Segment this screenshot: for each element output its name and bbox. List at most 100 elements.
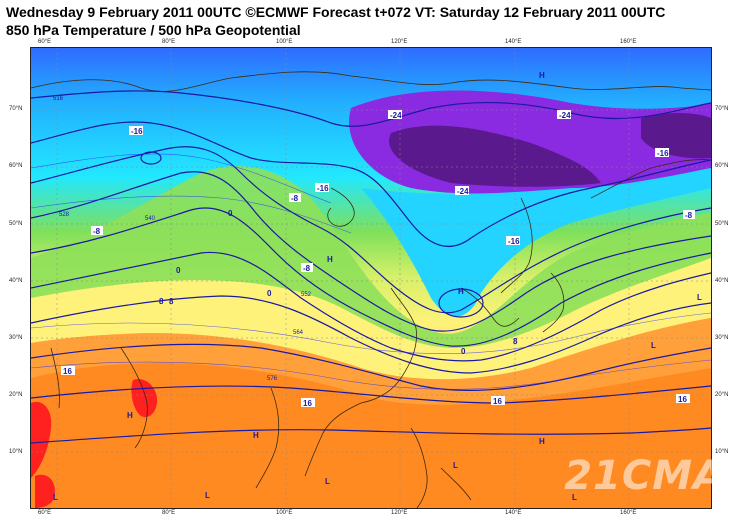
- lon-tick-140e-bottom: 140°E: [505, 510, 522, 516]
- cold-core-dark-a: [389, 125, 601, 187]
- svg-text:16: 16: [493, 397, 502, 406]
- temp-label-minus8-a: -8: [289, 193, 301, 203]
- svg-text:-8: -8: [303, 264, 311, 273]
- high-center-3: H: [458, 287, 464, 296]
- svg-text:16: 16: [63, 367, 72, 376]
- svg-text:16: 16: [678, 395, 687, 404]
- svg-text:-16: -16: [657, 149, 669, 158]
- temp-label-zero-a: 0: [228, 209, 233, 218]
- geo-label-576: 576: [267, 376, 278, 382]
- lat-tick-70n-right: 70°N: [715, 106, 729, 112]
- graticule: [31, 48, 711, 508]
- svg-text:0: 0: [267, 289, 272, 298]
- lat-tick-20n-right: 20°N: [715, 392, 729, 398]
- lon-tick-160e-bottom: 160°E: [620, 510, 637, 516]
- warm-band-yellow: [31, 258, 711, 380]
- low-center-6: L: [572, 493, 577, 502]
- lat-tick-10n-right: 10°N: [715, 449, 729, 455]
- hot-spot-africa: [35, 474, 55, 508]
- svg-text:-16: -16: [131, 127, 143, 136]
- mild-band-green: [31, 166, 711, 348]
- low-center-1: L: [697, 293, 702, 302]
- lat-tick-40n: 40°N: [9, 278, 23, 284]
- lon-tick-140e: 140°E: [505, 39, 522, 45]
- temp-label-minus24-c: -24: [455, 186, 469, 196]
- lat-tick-50n-right: 50°N: [715, 221, 729, 227]
- temp-label-zero-d: 0: [461, 347, 466, 356]
- geo-label-516: 516: [53, 96, 64, 102]
- temp-label-minus16-c: -16: [506, 236, 520, 246]
- svg-text:8: 8: [513, 337, 518, 346]
- lat-tick-60n: 60°N: [9, 163, 23, 169]
- lat-tick-50n: 50°N: [9, 221, 23, 227]
- temp-label-plus16-c: 16: [491, 396, 505, 406]
- low-center-3: L: [205, 491, 210, 500]
- lon-tick-120e: 120°E: [391, 39, 408, 45]
- high-center-2: H: [327, 255, 333, 264]
- svg-text:0: 0: [228, 209, 233, 218]
- high-center-4: H: [127, 411, 133, 420]
- svg-text:-16: -16: [508, 237, 520, 246]
- geo-label-540: 540: [145, 216, 156, 222]
- high-center-6: H: [539, 437, 545, 446]
- geo-label-564: 564: [293, 330, 304, 336]
- temp-label-zero-b: 0: [176, 266, 181, 275]
- lat-tick-30n-right: 30°N: [715, 335, 729, 341]
- temp-label-minus8-d: -8: [683, 210, 695, 220]
- lon-tick-80e: 80°E: [162, 39, 176, 45]
- geopotential-labels: 516 528 540 552 564 576: [53, 96, 312, 382]
- temp-label-minus24-a: -24: [388, 110, 402, 120]
- svg-text:-24: -24: [390, 111, 402, 120]
- temp-label-minus8-b: -8: [301, 263, 313, 273]
- low-center-7: L: [651, 341, 656, 350]
- svg-text:16: 16: [303, 399, 312, 408]
- svg-text:-24: -24: [559, 111, 571, 120]
- temp-label-plus16-d: 16: [676, 394, 690, 404]
- lon-tick-80e-bottom: 80°E: [162, 510, 176, 516]
- svg-text:-8: -8: [291, 194, 299, 203]
- svg-text:-8: -8: [93, 227, 101, 236]
- low-center-4: L: [325, 477, 330, 486]
- chart-title: Wednesday 9 February 2011 00UTC ©ECMWF F…: [6, 4, 666, 20]
- cold-core-dark-b: [641, 113, 711, 159]
- temp-label-plus8-c: 8: [513, 337, 518, 346]
- temp-label-minus16-d: -16: [655, 148, 669, 158]
- svg-text:-16: -16: [317, 184, 329, 193]
- geo-label-528: 528: [59, 212, 70, 218]
- lon-tick-60e-bottom: 60°E: [38, 510, 52, 516]
- lon-tick-160e: 160°E: [620, 39, 637, 45]
- temp-label-plus8-a: 8: [159, 297, 164, 306]
- lon-tick-100e: 100°E: [276, 39, 293, 45]
- svg-text:0: 0: [176, 266, 181, 275]
- svg-text:8: 8: [159, 297, 164, 306]
- temperature-contours: [31, 153, 711, 390]
- hot-spot-arabia: [31, 401, 52, 478]
- lon-tick-60e: 60°E: [38, 39, 52, 45]
- temp-label-zero-c: 0: [267, 289, 272, 298]
- high-center-1: H: [539, 71, 545, 80]
- svg-text:-24: -24: [457, 187, 469, 196]
- geo-label-552: 552: [301, 292, 312, 298]
- svg-text:8: 8: [169, 297, 174, 306]
- svg-text:0: 0: [461, 347, 466, 356]
- temp-label-minus16-b: -16: [315, 183, 329, 193]
- lat-tick-70n: 70°N: [9, 106, 23, 112]
- svg-text:-8: -8: [685, 211, 693, 220]
- lat-tick-30n: 30°N: [9, 335, 23, 341]
- temp-label-minus8-c: -8: [91, 226, 103, 236]
- lat-tick-10n: 10°N: [9, 449, 23, 455]
- lat-tick-40n-right: 40°N: [715, 278, 729, 284]
- temp-label-plus8-b: 8: [169, 297, 174, 306]
- temp-label-minus16-a: -16: [129, 126, 143, 136]
- forecast-map: -24 -24 -24 -16 -16 -16 -16 -8 -8 -8 -8 …: [30, 47, 712, 509]
- chart-subtitle: 850 hPa Temperature / 500 hPa Geopotenti…: [6, 22, 301, 38]
- coastlines: [31, 71, 711, 508]
- temp-label-plus16-b: 16: [301, 398, 315, 408]
- lat-tick-60n-right: 60°N: [715, 163, 729, 169]
- pressure-centers: H H H H H H L L L L L L L: [53, 71, 702, 502]
- lon-tick-120e-bottom: 120°E: [391, 510, 408, 516]
- watermark-logo: 21CMA: [564, 453, 725, 499]
- geopotential-contours: [31, 90, 711, 444]
- low-center-2: L: [53, 493, 58, 502]
- high-center-5: H: [253, 431, 259, 440]
